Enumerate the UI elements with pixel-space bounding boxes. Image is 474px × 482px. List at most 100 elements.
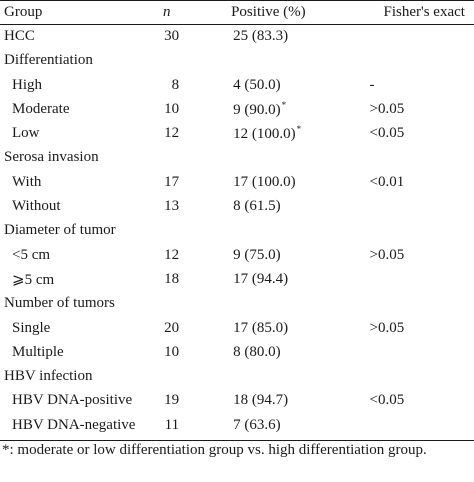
row-group: Low: [12, 125, 40, 142]
row-group: High: [12, 76, 42, 93]
row-fisher: -: [369, 76, 375, 93]
row-group: ⩾5 cm: [12, 271, 55, 288]
row-group: <5 cm: [12, 246, 51, 263]
row-fisher: [356, 194, 474, 218]
table-row: Single 20 17 (85.0) >0.05: [0, 316, 474, 340]
row-fisher: [356, 292, 474, 316]
table-row: HCC 30 25 (83.3): [0, 24, 474, 48]
row-group: Number of tumors: [4, 295, 115, 312]
bottom-rule: [0, 440, 474, 441]
row-fisher: <0.05: [369, 125, 405, 142]
row-group: HBV DNA-negative: [12, 416, 136, 433]
row-fisher: <0.01: [369, 173, 405, 190]
table-row: ⩾5 cm 18 17 (94.4): [0, 267, 474, 291]
row-n: 13: [164, 198, 180, 215]
row-positive: 17 (100.0): [179, 170, 355, 194]
row-n: 19: [164, 392, 180, 409]
table-row: Differentiation: [0, 49, 474, 73]
row-n: 18: [164, 270, 180, 287]
row-group: Differentiation: [4, 52, 93, 69]
results-table: Group n Positive (%) Fisher's exact HCC 3…: [0, 0, 474, 437]
table-row: HBV DNA-positive 19 18 (94.7) <0.05: [0, 389, 474, 413]
row-group: Without: [12, 198, 61, 215]
row-group: HBV infection: [4, 368, 93, 385]
row-positive: [179, 292, 355, 316]
table-row: HBV DNA-negative 11 7 (63.6): [0, 413, 474, 437]
positive-value: 17 (94.4): [233, 270, 289, 287]
table-row: HBV infection: [0, 364, 474, 388]
row-fisher: >0.05: [369, 319, 405, 336]
row-group: Serosa invasion: [4, 149, 99, 166]
row-group: Multiple: [12, 343, 64, 360]
row-n: [154, 364, 179, 388]
row-fisher: >0.05: [369, 246, 405, 263]
row-positive: 17 (94.4): [179, 267, 355, 291]
positive-value: 8 (61.5): [233, 198, 281, 215]
row-n: 17: [164, 173, 180, 190]
row-n: 12: [164, 246, 180, 263]
row-positive: 4 (50.0): [179, 73, 355, 97]
row-group: HBV DNA-positive: [12, 392, 133, 409]
positive-value: 12 (100.0): [233, 126, 296, 143]
row-n: 11: [164, 416, 180, 433]
row-fisher: >0.05: [369, 100, 405, 117]
row-fisher: <0.05: [369, 392, 405, 409]
table-row: Diameter of tumor: [0, 219, 474, 243]
positive-value: 18 (94.7): [233, 392, 289, 409]
footnote-marker: *: [281, 99, 287, 110]
row-n: [154, 146, 179, 170]
table-row: With 17 17 (100.0) <0.01: [0, 170, 474, 194]
row-positive: 8 (80.0): [179, 340, 355, 364]
row-positive: [179, 364, 355, 388]
row-n: 10: [164, 343, 180, 360]
row-n: [154, 292, 179, 316]
row-positive: 9 (75.0): [179, 243, 355, 267]
table-row: Moderate 10 9 (90.0)* >0.05: [0, 97, 474, 121]
row-n: 20: [164, 319, 180, 336]
positive-value: 9 (75.0): [233, 246, 281, 263]
table-row: Serosa invasion: [0, 146, 474, 170]
row-positive: 8 (61.5): [179, 194, 355, 218]
header-rule: [0, 24, 474, 25]
row-n: [154, 219, 179, 243]
table-body: HCC 30 25 (83.3) Differentiation High 8 4 (50.…: [0, 24, 474, 437]
row-positive: 17 (85.0): [179, 316, 355, 340]
footnote: *: moderate or low differentiation group…: [2, 442, 427, 458]
row-n: 30: [164, 27, 180, 44]
table-row: Multiple 10 8 (80.0): [0, 340, 474, 364]
row-n: [154, 49, 179, 73]
table-header: Group n Positive (%) Fisher's exact: [0, 0, 474, 24]
header-fisher: Fisher's exact: [383, 3, 465, 20]
positive-value: 25 (83.3): [233, 27, 289, 44]
table-row: Number of tumors: [0, 292, 474, 316]
positive-value: 9 (90.0): [233, 101, 281, 118]
table-row: <5 cm 12 9 (75.0) >0.05: [0, 243, 474, 267]
positive-value: 8 (80.0): [233, 343, 281, 360]
row-group: Moderate: [12, 100, 70, 117]
row-positive: 18 (94.7): [179, 389, 355, 413]
table-row: Low 12 12 (100.0)* <0.05: [0, 121, 474, 145]
header-group: Group: [4, 3, 43, 20]
row-positive: [179, 49, 355, 73]
positive-value: 4 (50.0): [233, 76, 281, 93]
row-fisher: [356, 146, 474, 170]
header-positive: Positive (%): [231, 3, 306, 20]
row-group: HCC: [4, 27, 35, 44]
row-group: Diameter of tumor: [4, 222, 116, 239]
row-fisher: [356, 219, 474, 243]
header-row: Group n Positive (%) Fisher's exact: [0, 0, 474, 24]
row-positive: 7 (63.6): [179, 413, 355, 437]
row-positive: 12 (100.0)*: [179, 121, 355, 145]
table-row: Without 13 8 (61.5): [0, 194, 474, 218]
row-positive: [179, 219, 355, 243]
row-n: 12: [164, 125, 180, 142]
row-group: With: [12, 173, 42, 190]
positive-value: 17 (85.0): [233, 319, 289, 336]
row-fisher: [356, 267, 474, 291]
row-fisher: [356, 49, 474, 73]
row-fisher: [356, 340, 474, 364]
row-fisher: [356, 364, 474, 388]
row-fisher: [356, 413, 474, 437]
top-rule: [0, 0, 474, 1]
